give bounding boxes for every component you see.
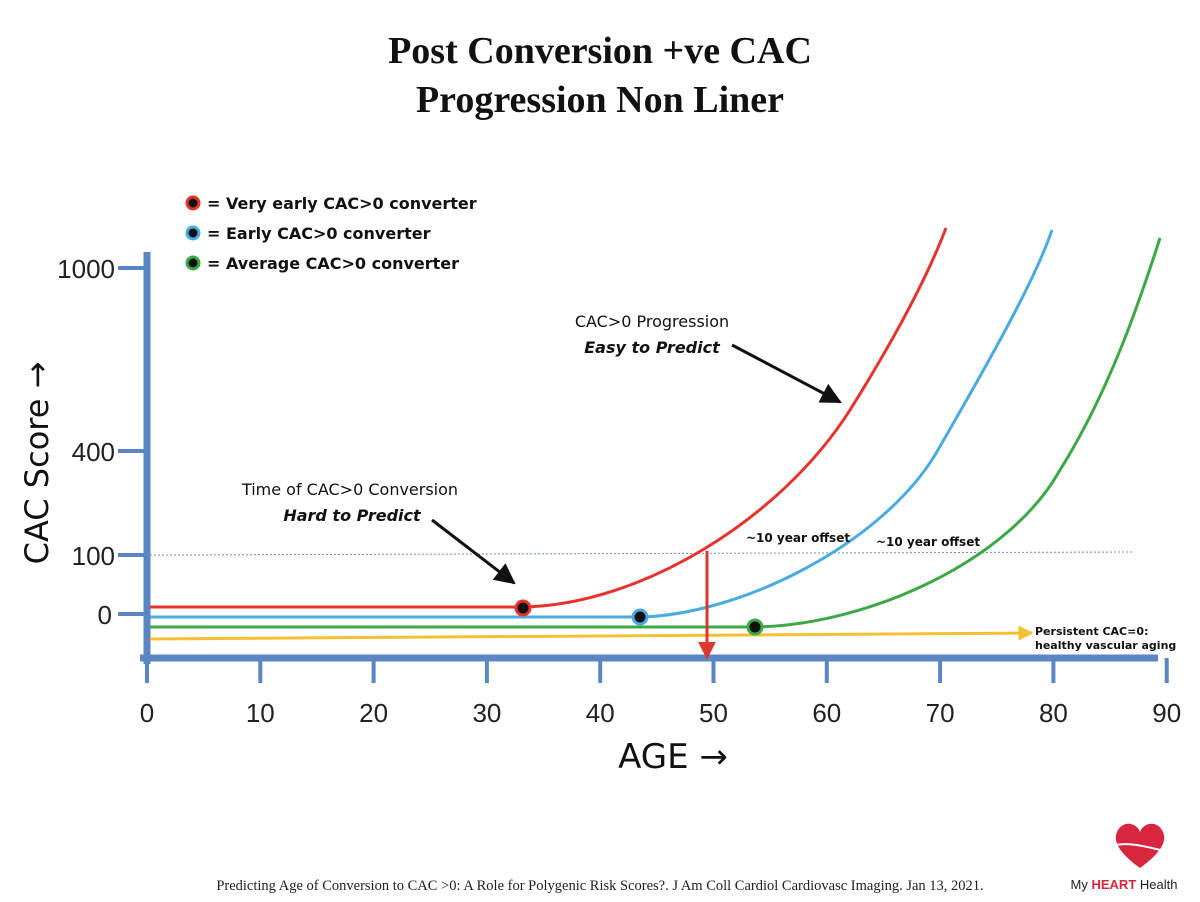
annotation-conversion-arrow — [431, 518, 516, 585]
x-ticks: 0 10 20 30 40 50 60 70 80 90 — [140, 658, 1181, 728]
logo-text: My HEART Health — [1071, 877, 1178, 892]
reference-line-100 — [149, 551, 1134, 556]
x-tick-label-50: 50 — [699, 698, 728, 728]
annotation-progression-title: CAC>0 Progression — [575, 312, 729, 331]
citation-journal: J Am Coll Cardiol Cardiovasc Imaging. Ja… — [672, 878, 983, 894]
legend-label-average: = Average CAC>0 converter — [207, 254, 459, 273]
conversion-point-early — [631, 608, 649, 626]
chart-subtitle: Progression Non Liner — [416, 79, 784, 121]
citation: Predicting Age of Conversion to CAC >0: … — [216, 878, 983, 894]
x-tick-label-40: 40 — [586, 698, 615, 728]
y-tick-label-400: 400 — [72, 437, 115, 467]
conversion-point-very-early — [514, 599, 532, 617]
annotation-conversion-sub: Hard to Predict — [283, 506, 422, 525]
x-tick-label-80: 80 — [1039, 698, 1068, 728]
legend-marker-very-early — [185, 195, 201, 211]
annotation-persistent-2: healthy vascular aging — [1035, 639, 1176, 652]
conversion-point-average — [746, 618, 764, 636]
annotation-progression-sub: Easy to Predict — [584, 338, 721, 357]
x-axis-label: AGE → — [618, 737, 728, 777]
logo-text-health: Health — [1136, 877, 1177, 892]
annotation-offset-1: ~10 year offset — [746, 531, 850, 545]
series-line-early-converter — [150, 229, 1054, 619]
annotation-offset-2: ~10 year offset — [876, 535, 980, 549]
series-line-persistent-zero — [149, 625, 1034, 641]
legend-label-early: = Early CAC>0 converter — [207, 224, 431, 243]
x-tick-label-60: 60 — [812, 698, 841, 728]
y-axis-label: CAC Score → — [18, 362, 56, 565]
logo-text-heart: HEART — [1091, 877, 1136, 892]
chart-title: Post Conversion +ve CAC — [388, 30, 812, 72]
annotation-persistent-1: Persistent CAC=0: — [1035, 625, 1148, 638]
legend-label-very-early: = Very early CAC>0 converter — [207, 194, 477, 213]
x-tick-label-0: 0 — [140, 698, 154, 728]
annotation-conversion-title: Time of CAC>0 Conversion — [241, 480, 458, 499]
series-line-average-converter — [150, 237, 1162, 629]
x-tick-label-30: 30 — [472, 698, 501, 728]
logo-text-my: My — [1071, 877, 1092, 892]
citation-title: Predicting Age of Conversion to CAC >0: … — [216, 878, 668, 894]
y-tick-label-0: 0 — [98, 600, 112, 630]
x-tick-label-10: 10 — [246, 698, 275, 728]
legend-marker-early — [185, 225, 201, 241]
legend-marker-average — [185, 255, 201, 271]
y-tick-label-100: 100 — [72, 541, 115, 571]
heart-logo: My HEART Health — [1071, 823, 1178, 892]
series-line-very-early-converter — [150, 227, 948, 609]
legend: = Very early CAC>0 converter = Early CAC… — [185, 194, 477, 273]
y-tick-label-1000: 1000 — [57, 254, 115, 284]
x-tick-label-70: 70 — [926, 698, 955, 728]
annotation-progression-arrow — [731, 343, 842, 404]
x-tick-label-90: 90 — [1152, 698, 1181, 728]
x-tick-label-20: 20 — [359, 698, 388, 728]
heart-swoosh-icon — [1111, 843, 1161, 851]
